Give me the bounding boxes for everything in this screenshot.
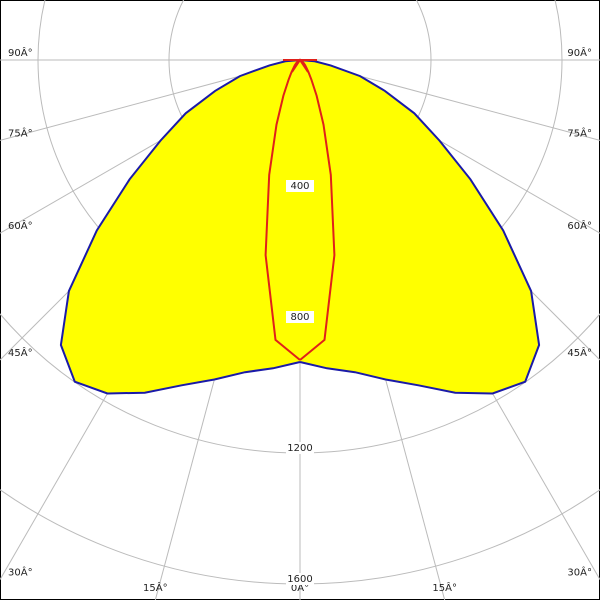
angle-label: 90Â° xyxy=(8,46,33,59)
angle-label: 30Â° xyxy=(567,566,592,579)
angle-label: 45Â° xyxy=(567,346,592,359)
angle-label: 75Â° xyxy=(8,126,33,139)
ring-label-bg xyxy=(286,311,314,323)
curves xyxy=(59,58,541,395)
ring-label: 1600 xyxy=(287,574,312,585)
angle-label: 45Â° xyxy=(8,346,33,359)
area xyxy=(300,60,540,394)
angle-label: 30Â° xyxy=(8,566,33,579)
ring-label: 800 xyxy=(290,312,309,323)
angle-label: 15Â° xyxy=(143,581,168,594)
angle-label: 15Â° xyxy=(432,581,457,594)
curve xyxy=(59,59,301,395)
ring-label-bg xyxy=(286,180,314,192)
angle-label: 60Â° xyxy=(567,219,592,232)
curve xyxy=(299,59,541,395)
ring-label: 400 xyxy=(290,181,309,192)
labels: 0Â°15Â° 15Â°30Â° 30Â°45Â° 45Â°60Â° 60Â°75Â° 7… xyxy=(8,46,592,594)
angle-label: 75Â° xyxy=(567,126,592,139)
ring-label-bg xyxy=(286,573,314,585)
marker xyxy=(283,58,317,73)
area xyxy=(60,60,301,394)
angle-label: 60Â° xyxy=(8,219,33,232)
ring-label: 1200 xyxy=(287,443,312,454)
ring-label-bg xyxy=(286,442,314,454)
angle-label: 90Â° xyxy=(567,46,592,59)
